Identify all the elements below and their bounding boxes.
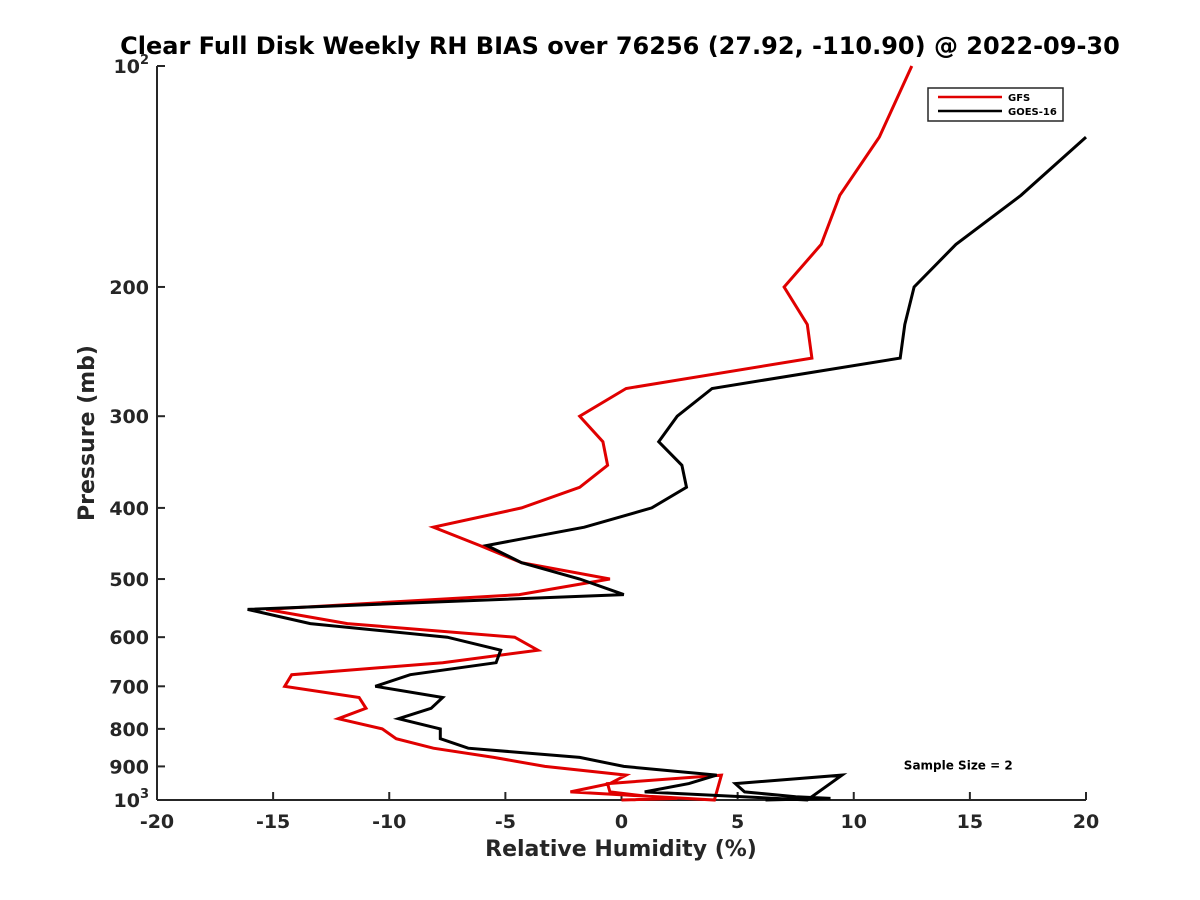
series-line-goes-16 xyxy=(247,135,1088,802)
y-tick-label: 500 xyxy=(109,569,149,591)
y-tick-label: 300 xyxy=(109,406,149,428)
y-tick-label: 103 xyxy=(114,787,150,812)
y-tick-label: 700 xyxy=(109,676,149,698)
x-tick-label: -10 xyxy=(372,811,406,833)
sample-size-annotation: Sample Size = 2 xyxy=(904,759,1013,773)
x-tick-label: 10 xyxy=(841,811,867,833)
y-tick-label: 400 xyxy=(109,498,149,520)
x-tick-label: -20 xyxy=(140,811,174,833)
legend-label: GOES-16 xyxy=(1008,107,1057,118)
chart-title: Clear Full Disk Weekly RH BIAS over 7625… xyxy=(120,32,1120,60)
legend-box xyxy=(927,87,1064,122)
x-tick-label: 20 xyxy=(1073,811,1099,833)
legend: GFS GOES-16 xyxy=(927,87,1064,122)
legend-label: GFS xyxy=(1008,93,1030,104)
series-line-gfs xyxy=(265,65,914,802)
y-tick-label: 102 xyxy=(114,53,150,78)
x-tick-label: 15 xyxy=(957,811,983,833)
annotations: Sample Size = 2 xyxy=(904,759,1013,773)
y-tick-exponent: 2 xyxy=(140,53,149,68)
y-axis-label: Pressure (mb) xyxy=(75,345,100,521)
y-tick-label: 600 xyxy=(109,627,149,649)
y-tick-exponent: 3 xyxy=(140,787,149,802)
x-axis-label: Relative Humidity (%) xyxy=(485,837,757,862)
y-tick-base: 10 xyxy=(114,56,140,78)
x-tick-label: -15 xyxy=(256,811,290,833)
plot-area xyxy=(156,66,1086,801)
y-tick-base: 10 xyxy=(114,790,140,812)
y-tick-label: 200 xyxy=(109,277,149,299)
y-tick-label: 800 xyxy=(109,719,149,741)
y-tick-label: 900 xyxy=(109,756,149,778)
x-ticks: -20 -15 -10 -5 0 5 10 15 20 xyxy=(140,792,1099,833)
x-tick-label: -5 xyxy=(495,811,516,833)
x-tick-label: 5 xyxy=(731,811,744,833)
series-layer xyxy=(247,65,1088,802)
x-tick-label: 0 xyxy=(615,811,628,833)
